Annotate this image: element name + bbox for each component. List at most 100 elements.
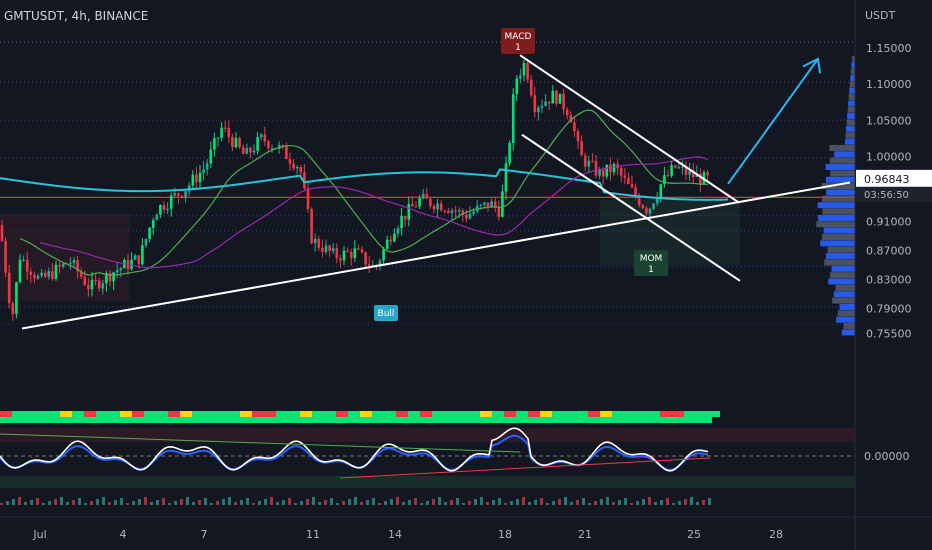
candle-body-106 (382, 248, 385, 261)
candle-body-121 (436, 203, 439, 210)
candle-body-174 (627, 177, 630, 184)
candle-body-128 (461, 210, 465, 216)
osc-hist-11 (66, 502, 69, 505)
osc-hist-103 (618, 500, 621, 505)
candle-body-78 (281, 145, 285, 147)
profile-bar-4 (849, 81, 855, 88)
candle-body-0 (0, 225, 4, 241)
candle-body-119 (429, 198, 432, 206)
profile-bar-28 (821, 233, 855, 240)
candle-body-58 (209, 149, 213, 164)
candle-body-83 (299, 167, 303, 173)
osc-hist-97 (582, 498, 585, 505)
candle-body-117 (421, 194, 425, 199)
candle-body-11 (40, 272, 43, 276)
osc-hist-35 (210, 503, 213, 505)
osc-strip-seg-33 (396, 411, 408, 417)
candle-body-68 (245, 147, 249, 154)
profile-bar-30 (827, 246, 855, 253)
candle-body-40 (144, 238, 148, 246)
candle-body-142 (511, 94, 515, 144)
osc-strip-seg-25 (300, 411, 312, 417)
osc-strip-seg-1 (12, 411, 24, 417)
candle-body-178 (641, 205, 645, 209)
osc-hist-67 (402, 502, 405, 505)
volume-profile (816, 55, 855, 336)
bull-label-box (374, 305, 398, 321)
candle-body-7 (25, 259, 29, 272)
osc-hist-47 (282, 500, 285, 505)
candle-body-122 (439, 203, 443, 211)
candle-body-180 (648, 208, 652, 214)
x-axis: Jul 4 7 11 14 18 21 25 28 (0, 516, 932, 541)
candle-body-146 (526, 62, 529, 80)
candle-body-101 (364, 252, 367, 265)
candle-body-136 (490, 201, 493, 208)
osc-strip-seg-11 (132, 411, 144, 417)
candle-body-140 (504, 163, 508, 192)
osc-hist-113 (678, 501, 681, 505)
osc-strip-seg-50 (600, 411, 612, 417)
osc-hist-21 (126, 503, 129, 505)
osc-strip-seg-45 (540, 411, 552, 417)
candle-body-149 (537, 107, 540, 113)
candle-body-44 (159, 204, 162, 215)
candle-body-192 (691, 170, 695, 178)
osc-strip-seg-14 (168, 411, 180, 417)
profile-bar-40 (837, 310, 855, 317)
candle-body-8 (29, 271, 33, 275)
candle-body-60 (216, 137, 220, 139)
profile-bar-14 (829, 144, 855, 151)
osc-hist-84 (504, 503, 507, 505)
candle-body-24 (87, 284, 90, 290)
y-tick-8: 0.75500 (866, 328, 912, 341)
candle-body-38 (137, 255, 141, 265)
candle-body-57 (205, 163, 209, 170)
osc-hist-111 (666, 498, 669, 505)
candle-body-123 (443, 210, 447, 212)
osc-hist-32 (192, 502, 195, 505)
y-tick-7: 0.79000 (866, 302, 912, 315)
candle-body-160 (576, 131, 580, 142)
osc-hist-61 (366, 500, 369, 505)
profile-bar-26 (816, 221, 855, 228)
osc-hist-10 (60, 497, 63, 505)
osc-strip-seg-57 (684, 411, 696, 417)
candle-body-98 (353, 248, 357, 258)
candle-body-14 (51, 271, 54, 279)
osc-strip-seg-4 (48, 411, 60, 417)
osc-strip-seg-24 (288, 411, 300, 417)
candle-body-163 (587, 160, 591, 167)
candle-body-175 (630, 183, 634, 188)
candle-body-181 (652, 203, 655, 209)
candle-body-27 (97, 280, 101, 289)
profile-bar-23 (817, 202, 855, 209)
osc-hist-110 (660, 500, 663, 505)
candle-body-87 (313, 238, 317, 244)
osc-strip-seg-26 (312, 411, 324, 417)
profile-bar-6 (848, 94, 855, 101)
profile-bar-42 (843, 323, 855, 330)
osc-hist-3 (18, 497, 21, 505)
candle-body-116 (418, 198, 421, 207)
candle-body-100 (360, 249, 364, 253)
candle-body-31 (112, 272, 115, 282)
y-tick-1: 1.10000 (866, 78, 912, 91)
candle-body-66 (238, 138, 241, 148)
osc-hist-78 (468, 501, 471, 505)
projection-arrow-line (727, 58, 819, 185)
candle-body-115 (414, 206, 418, 208)
osc-hist-5 (30, 500, 33, 505)
osc-hist-105 (630, 503, 633, 505)
profile-bar-3 (850, 74, 855, 81)
osc-strip-seg-30 (360, 411, 372, 417)
candle-body-161 (580, 141, 583, 156)
candle-body-158 (569, 115, 573, 123)
candle-body-112 (403, 215, 407, 220)
osc-strip-seg-56 (672, 411, 684, 417)
candle-body-135 (486, 202, 490, 208)
candle-body-29 (105, 273, 108, 284)
candle-body-42 (151, 220, 155, 228)
